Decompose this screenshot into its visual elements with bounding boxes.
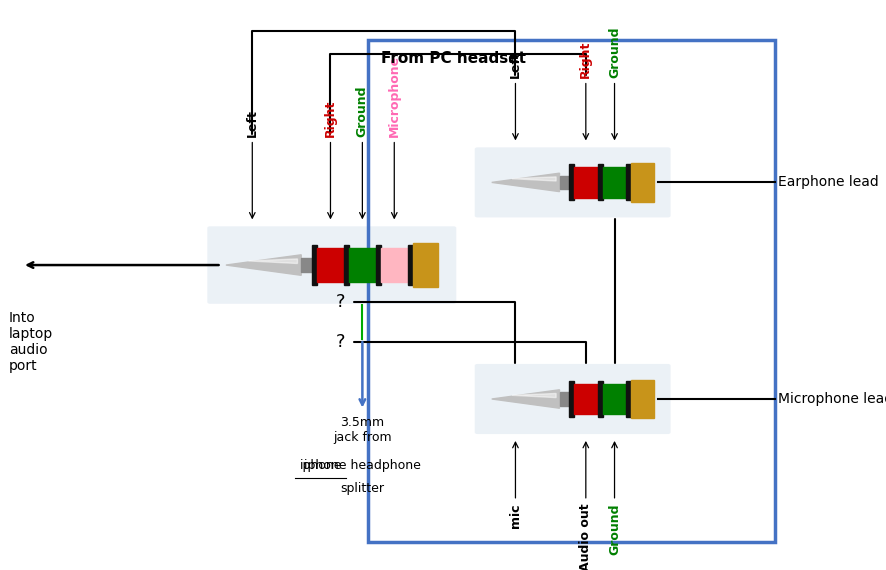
Text: iphone: iphone	[299, 459, 342, 472]
Bar	[344, 245, 349, 285]
Text: Microphone lead: Microphone lead	[778, 392, 886, 406]
Text: From PC headset: From PC headset	[381, 51, 526, 66]
Bar	[560, 392, 569, 406]
Bar	[631, 163, 654, 202]
Bar	[381, 248, 408, 282]
Bar	[598, 381, 602, 417]
Bar	[574, 384, 598, 414]
Bar	[317, 248, 344, 282]
Text: ?: ?	[336, 293, 346, 311]
Bar	[312, 245, 317, 285]
Text: Earphone lead: Earphone lead	[778, 176, 879, 189]
FancyBboxPatch shape	[207, 226, 456, 304]
Bar	[569, 164, 574, 200]
Text: Ground: Ground	[608, 26, 621, 78]
Text: iphone headphone: iphone headphone	[304, 459, 421, 472]
Text: mic: mic	[509, 504, 522, 528]
Text: Right: Right	[579, 40, 593, 78]
Text: Microphone: Microphone	[388, 55, 400, 137]
Text: Into
laptop
audio
port: Into laptop audio port	[9, 311, 53, 373]
Bar	[574, 167, 598, 198]
Polygon shape	[248, 259, 298, 263]
Text: Left: Left	[245, 109, 259, 137]
Bar	[602, 167, 626, 198]
Text: splitter: splitter	[340, 482, 385, 495]
Text: Left: Left	[509, 50, 522, 78]
Bar	[569, 381, 574, 417]
Polygon shape	[492, 173, 560, 192]
Text: 3.5mm
jack from: 3.5mm jack from	[333, 416, 392, 444]
Bar	[376, 245, 381, 285]
Text: Right: Right	[324, 99, 337, 137]
Bar	[413, 243, 438, 287]
FancyBboxPatch shape	[475, 147, 671, 217]
Bar	[368, 40, 775, 542]
Polygon shape	[512, 177, 556, 181]
Polygon shape	[512, 393, 556, 398]
Bar	[626, 381, 631, 417]
Text: ?: ?	[336, 333, 346, 351]
Bar	[349, 248, 376, 282]
Bar	[560, 176, 569, 189]
Bar	[631, 380, 654, 418]
Bar	[626, 164, 631, 200]
Bar	[301, 258, 312, 272]
Bar	[408, 245, 413, 285]
Text: Audio out: Audio out	[579, 504, 593, 570]
FancyBboxPatch shape	[475, 364, 671, 434]
Bar	[598, 164, 602, 200]
Bar	[602, 384, 626, 414]
Text: Ground: Ground	[356, 86, 369, 137]
Text: Ground: Ground	[608, 504, 621, 555]
Polygon shape	[226, 255, 301, 275]
Polygon shape	[492, 390, 560, 408]
